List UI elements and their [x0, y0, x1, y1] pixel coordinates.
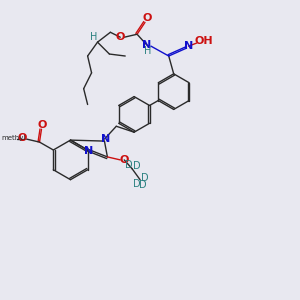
Text: H: H [90, 32, 97, 42]
Text: D: D [141, 173, 149, 183]
Text: N: N [142, 40, 152, 50]
Text: O: O [142, 14, 152, 23]
Text: O: O [119, 155, 129, 165]
Text: D: D [133, 161, 141, 171]
Text: D: D [133, 178, 141, 189]
Text: O: O [18, 133, 27, 143]
Text: H: H [144, 46, 152, 56]
Text: D: D [125, 160, 133, 170]
Text: O: O [38, 120, 47, 130]
Text: N: N [184, 41, 193, 51]
Text: methyl: methyl [2, 135, 26, 141]
Text: D: D [139, 180, 147, 190]
Text: O: O [116, 32, 125, 42]
Text: N: N [84, 146, 93, 156]
Text: N: N [101, 134, 110, 144]
Text: OH: OH [194, 36, 213, 46]
